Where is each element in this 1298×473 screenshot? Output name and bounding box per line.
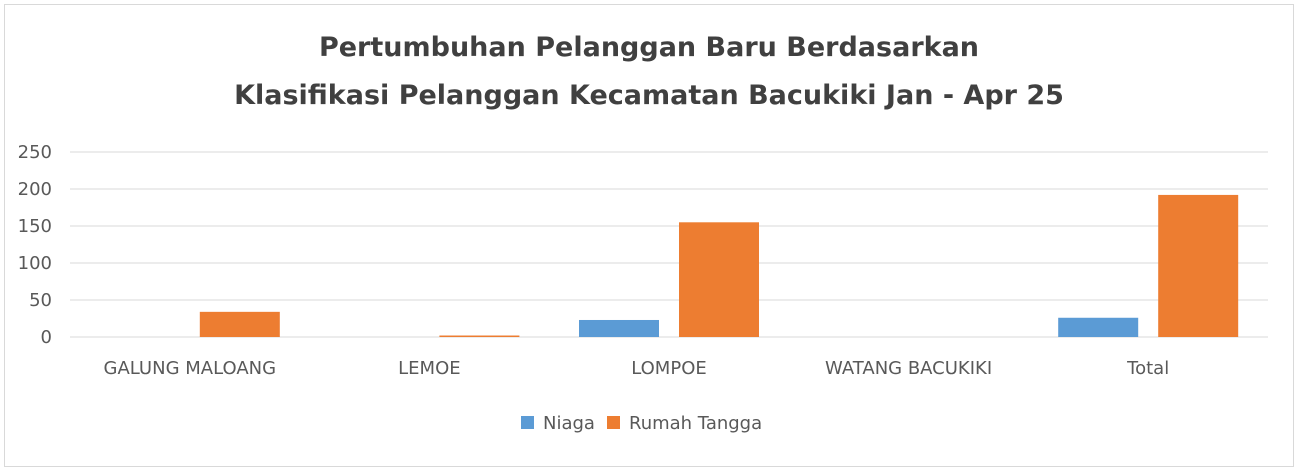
legend-label: Rumah Tangga [629,413,762,434]
legend-swatch [521,416,534,429]
category-label: WATANG BACUKIKI [825,358,992,379]
legend-swatch [607,416,620,429]
chart-frame [4,4,1294,467]
y-tick-label: 100 [18,253,52,274]
bar-rumah-tangga [679,222,759,337]
legend-label: Niaga [543,413,595,434]
bar-niaga [1058,317,1139,337]
y-tick-label: 200 [18,179,52,200]
bar-rumah-tangga [439,335,520,337]
bar-rumah-tangga [1158,194,1239,337]
category-label: GALUNG MALOANG [104,358,277,379]
chart-title-line1: Pertumbuhan Pelanggan Baru Berdasarkan [318,32,980,63]
chart-title-line2: Klasifikasi Pelanggan Kecamatan Bacukiki… [234,80,1064,111]
bar-rumah-tangga [199,311,280,337]
y-tick-label: 250 [18,142,52,163]
y-tick-label: 150 [18,216,52,237]
category-label: LEMOE [398,358,460,379]
category-label: Total [1126,358,1169,379]
y-tick-label: 50 [29,290,52,311]
y-tick-label: 0 [41,327,52,348]
bar-niaga [579,319,659,337]
category-label: LOMPOE [631,358,706,379]
